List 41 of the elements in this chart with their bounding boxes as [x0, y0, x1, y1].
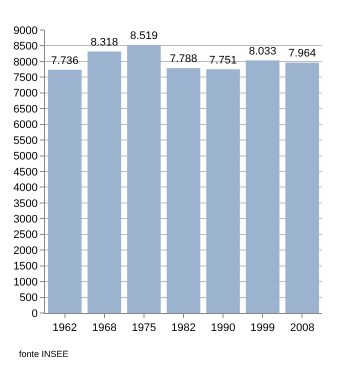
y-tick-label: 5500 [13, 134, 38, 147]
bar [88, 51, 122, 313]
bar [246, 60, 280, 313]
y-tick-label: 7500 [13, 72, 38, 84]
bar [127, 45, 161, 313]
x-tick-label: 1975 [132, 322, 156, 334]
y-tick-label: 4500 [13, 166, 38, 178]
source-note: fonte INSEE [19, 349, 69, 359]
y-tick-label: 2500 [13, 229, 38, 242]
bar [48, 70, 82, 313]
data-label: 7.751 [209, 54, 237, 66]
bar [285, 62, 320, 313]
y-tick-label: 1000 [13, 276, 38, 288]
y-tick-label: 9000 [13, 24, 38, 37]
y-tick-label: 7000 [13, 88, 38, 100]
y-tick-label: 4000 [13, 182, 38, 194]
x-tick-label: 1999 [250, 322, 275, 334]
y-tick-label: 8000 [13, 56, 38, 68]
data-label: 8.318 [90, 36, 118, 48]
y-tick-label: 1500 [13, 260, 38, 273]
x-tick-label: 1982 [171, 322, 196, 334]
data-label: 7.736 [51, 54, 79, 67]
y-tick-label: 3000 [13, 214, 38, 226]
y-tick-label: 500 [19, 292, 38, 304]
y-tick-label: 5000 [13, 150, 38, 163]
bar [206, 69, 240, 313]
y-tick-label: 6500 [13, 103, 38, 116]
data-label: 7.788 [170, 53, 198, 66]
data-label: 8.033 [248, 45, 276, 58]
data-label: 8.519 [130, 30, 158, 42]
y-tick-label: 6000 [13, 119, 38, 132]
y-tick-label: 3500 [13, 198, 38, 210]
y-tick-label: 2000 [13, 244, 38, 257]
y-tick-label: 8500 [13, 40, 38, 53]
y-tick-label: 0 [32, 308, 38, 320]
x-tick-label: 1968 [92, 322, 117, 334]
x-tick-label: 1962 [52, 322, 78, 334]
x-tick-label: 1990 [210, 322, 236, 334]
x-tick-label: 2008 [290, 322, 314, 334]
data-label: 7.964 [288, 48, 316, 60]
bar [166, 68, 200, 313]
